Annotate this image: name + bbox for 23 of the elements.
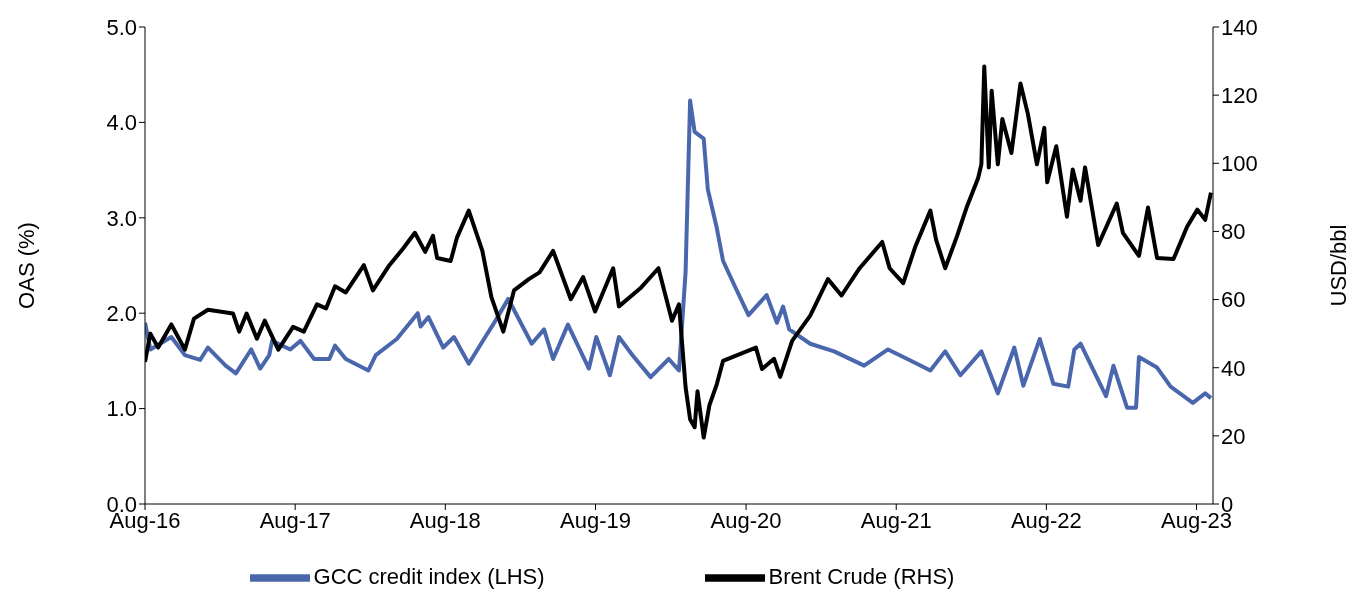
x-tick-label: Aug-19 xyxy=(560,507,631,533)
x-tick-label: Aug-20 xyxy=(710,507,782,533)
y2-tick-label: 40 xyxy=(1221,355,1246,381)
y-tick-label: 3.0 xyxy=(106,205,137,231)
y2-tick-label: 140 xyxy=(1221,14,1258,40)
y2-tick-label: 80 xyxy=(1221,219,1246,245)
y2-tick-label: 100 xyxy=(1221,151,1258,177)
y-tick-label: 1.0 xyxy=(106,396,137,422)
legend-label: GCC credit index (LHS) xyxy=(313,563,545,589)
x-tick-label: Aug-17 xyxy=(259,507,331,533)
y-tick-label: 2.0 xyxy=(106,301,137,327)
x-tick-label: Aug-21 xyxy=(860,507,932,533)
x-tick-label: Aug-22 xyxy=(1010,507,1082,533)
y-tick-label: 4.0 xyxy=(106,110,137,136)
legend-label: Brent Crude (RHS) xyxy=(768,563,955,589)
line-series xyxy=(145,98,1213,410)
y-tick-label: 5.0 xyxy=(106,14,137,40)
y2-tick-label: 60 xyxy=(1221,287,1246,313)
y-axis-title: OAS (%) xyxy=(13,222,39,309)
y2-axis-title: USD/bbl xyxy=(1325,224,1351,307)
y2-tick-label: 20 xyxy=(1221,423,1246,449)
x-tick-label: Aug-18 xyxy=(409,507,481,533)
y2-tick-label: 120 xyxy=(1221,82,1258,108)
